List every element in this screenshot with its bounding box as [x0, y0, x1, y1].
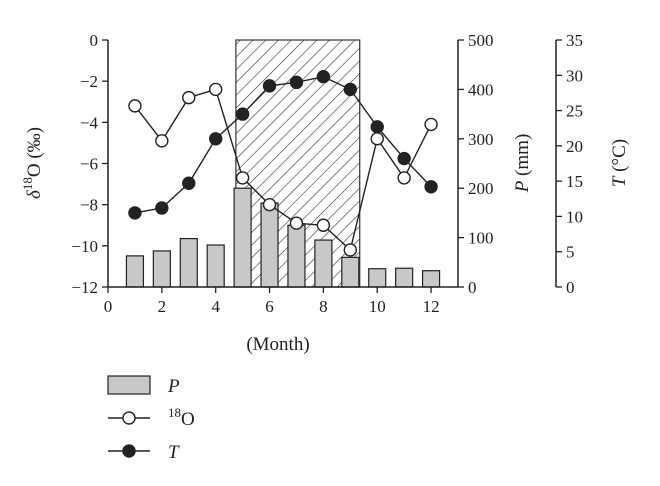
y-t-tick-label-25: 25 — [566, 102, 583, 121]
y-p-tick-label-500: 500 — [468, 31, 494, 50]
x-tick-label-0: 0 — [104, 297, 113, 316]
y-left-tick-label--4: −4 — [80, 113, 99, 132]
y-t-tick-label-10: 10 — [566, 207, 583, 226]
x-tick-label-12: 12 — [423, 297, 440, 316]
y-t-tick-label-20: 20 — [566, 137, 583, 156]
y-t-tick-label-15: 15 — [566, 172, 583, 191]
point-18O-month-9 — [343, 243, 358, 257]
bar-p-month-11 — [395, 267, 414, 288]
point-T-month-4 — [208, 132, 223, 146]
point-18O-month-1 — [128, 99, 142, 113]
y-t-tick-label-35: 35 — [566, 31, 583, 50]
y-left-tick-label-0: 0 — [90, 31, 99, 50]
legend-marker-2 — [122, 444, 136, 458]
y-left-tick-label--2: −2 — [80, 72, 98, 91]
legend-label-0: P — [167, 376, 180, 397]
y-p-tick-label-100: 100 — [468, 229, 494, 248]
x-axis-label: (Month) — [246, 334, 309, 355]
y-left-axis-label: δ18O (‰) — [20, 127, 45, 199]
legend-swatch-p — [107, 375, 151, 395]
point-T-month-12 — [424, 180, 438, 194]
point-T-month-3 — [182, 176, 196, 190]
y-p-axis-label: P (mm) — [512, 134, 533, 194]
y-p-tick-label-300: 300 — [468, 130, 494, 149]
x-tick-label-6: 6 — [265, 297, 274, 316]
legend-marker-1 — [122, 411, 136, 425]
y-p-tick-label-200: 200 — [468, 179, 494, 198]
point-18O-month-12 — [424, 117, 438, 132]
y-t-tick-label-30: 30 — [566, 66, 583, 85]
point-18O-month-4 — [208, 82, 223, 97]
y-left-tick-label--8: −8 — [80, 196, 98, 215]
legend-label-2: T — [168, 442, 180, 463]
point-18O-month-3 — [182, 90, 196, 105]
y-p-tick-label-0: 0 — [468, 278, 477, 297]
bar-p-month-1 — [125, 255, 145, 288]
point-18O-month-6 — [262, 197, 277, 212]
x-tick-label-4: 4 — [211, 297, 220, 316]
x-tick-label-8: 8 — [319, 297, 328, 316]
bar-p-month-10 — [368, 268, 387, 288]
point-18O-month-10 — [370, 132, 384, 146]
point-T-month-11 — [397, 151, 411, 166]
y-p-tick-label-400: 400 — [468, 80, 494, 99]
point-T-month-10 — [370, 120, 384, 134]
y-t-axis-label: T (°C) — [609, 139, 630, 187]
point-18O-month-11 — [397, 171, 411, 185]
bar-p-month-5 — [233, 187, 252, 288]
point-18O-month-7 — [289, 216, 304, 230]
point-T-month-1 — [128, 206, 142, 220]
y-t-tick-label-0: 0 — [566, 278, 575, 297]
x-tick-label-10: 10 — [369, 297, 386, 316]
point-T-month-2 — [155, 201, 169, 215]
point-T-month-7 — [289, 75, 304, 90]
bar-p-month-9 — [341, 256, 360, 288]
point-T-month-9 — [343, 82, 358, 97]
y-left-tick-label--12: −12 — [71, 278, 98, 297]
legend-label-1: 18O — [168, 405, 195, 430]
line-18O — [134, 88, 432, 252]
point-18O-month-2 — [155, 134, 169, 148]
bar-p-month-6 — [260, 202, 279, 288]
point-T-month-5 — [235, 107, 250, 121]
bar-p-month-7 — [287, 224, 306, 288]
x-tick-label-2: 2 — [158, 297, 167, 316]
point-T-month-8 — [316, 69, 331, 84]
point-T-month-6 — [262, 79, 277, 93]
y-left-tick-label--6: −6 — [80, 155, 98, 174]
y-t-tick-label-5: 5 — [566, 243, 575, 262]
bar-p-month-12 — [421, 270, 441, 288]
point-18O-month-8 — [316, 218, 331, 232]
bar-p-month-8 — [314, 239, 333, 288]
bar-p-month-4 — [206, 244, 225, 288]
bar-p-month-3 — [179, 237, 198, 288]
bar-p-month-2 — [152, 250, 171, 288]
y-left-tick-label--10: −10 — [71, 237, 98, 256]
point-18O-month-5 — [235, 171, 250, 185]
